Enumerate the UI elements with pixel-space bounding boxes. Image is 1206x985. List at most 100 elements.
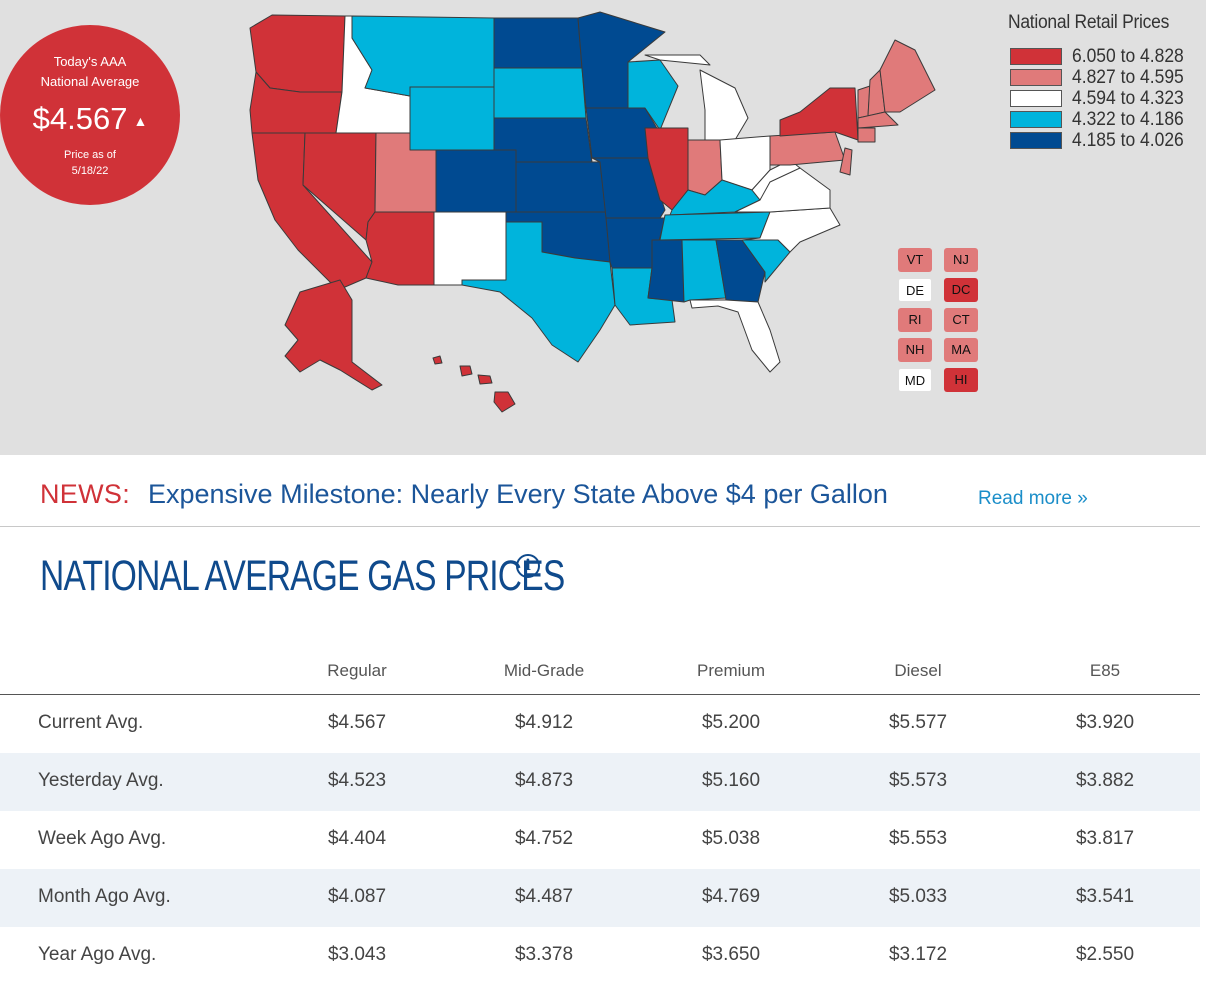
state-nj[interactable] (839, 147, 853, 176)
small-state-box[interactable]: RI (898, 308, 932, 332)
row-label: Year Ago Avg. (38, 944, 157, 965)
legend-row: 6.050 to 4.828 (1010, 46, 1200, 67)
state-wa[interactable] (249, 14, 346, 93)
news-headline-link[interactable]: Expensive Milestone: Nearly Every State … (148, 479, 888, 509)
table-cell: $5.573 (888, 770, 948, 791)
legend-swatch (1010, 48, 1062, 65)
table-row: Year Ago Avg. $3.043 $3.378 $3.650 $3.17… (0, 927, 1200, 985)
table-header: Regular Mid-Grade Premium Diesel E85 (0, 648, 1200, 695)
table-cell: $3.541 (1075, 886, 1135, 907)
state-fl[interactable] (689, 299, 781, 373)
state-wv[interactable] (751, 159, 801, 201)
small-state-box[interactable]: MA (944, 338, 978, 362)
table-cell: $3.043 (327, 944, 387, 965)
legend-label: 4.594 to 4.323 (1072, 88, 1184, 109)
table-cell: $5.553 (888, 828, 948, 849)
price-date-note: Price as of 5/18/22 (0, 147, 180, 179)
legend-label: 4.827 to 4.595 (1072, 67, 1184, 88)
state-ms[interactable] (647, 239, 685, 303)
state-ct[interactable] (857, 127, 876, 143)
state-ma[interactable] (857, 111, 899, 129)
state-ks[interactable] (515, 161, 607, 213)
legend-title: National Retail Prices (1008, 12, 1170, 33)
up-triangle-icon: ▲ (133, 112, 148, 129)
legend-swatch (1010, 132, 1062, 149)
table-cell: $5.577 (888, 712, 948, 733)
column-header: Regular (327, 661, 387, 680)
small-state-box[interactable]: NH (898, 338, 932, 362)
state-mt[interactable] (351, 15, 495, 97)
small-state-box[interactable]: HI (944, 368, 978, 392)
row-label: Week Ago Avg. (38, 828, 167, 849)
legend-swatch (1010, 111, 1062, 128)
page-title: NATIONAL AVERAGE GAS PRICES (40, 552, 565, 600)
table-cell: $4.087 (327, 886, 387, 907)
small-state-box[interactable]: MD (898, 368, 932, 392)
legend-label: 4.322 to 4.186 (1072, 109, 1184, 130)
legend-row: 4.185 to 4.026 (1010, 130, 1200, 151)
row-label: Month Ago Avg. (38, 886, 171, 907)
column-header: Mid-Grade (503, 661, 585, 680)
legend-row: 4.594 to 4.323 (1010, 88, 1200, 109)
legend-swatch (1010, 69, 1062, 86)
badge-price-value: $4.567 (32, 101, 128, 136)
state-ak[interactable] (284, 279, 383, 391)
small-state-box[interactable]: CT (944, 308, 978, 332)
price-map-section: Today's AAA National Average $4.567 ▲ Pri… (0, 0, 1206, 455)
state-sd[interactable] (493, 67, 587, 119)
state-tn[interactable] (659, 211, 771, 241)
price-legend: National Retail Prices 6.050 to 4.828 4.… (1008, 12, 1198, 151)
state-az[interactable] (365, 211, 435, 286)
column-header: Premium (696, 661, 765, 680)
column-header: E85 (1089, 661, 1121, 680)
small-state-box[interactable]: DE (898, 278, 932, 302)
gas-prices-table: Regular Mid-Grade Premium Diesel E85 Cur… (0, 648, 1200, 985)
badge-note-line1: Price as of (64, 149, 116, 161)
table-cell: $4.567 (327, 712, 387, 733)
small-state-box[interactable]: NJ (944, 248, 978, 272)
section-heading: NATIONAL AVERAGE GAS PRICES i (40, 552, 712, 608)
state-nd[interactable] (493, 17, 583, 69)
read-more-link[interactable]: Read more » (978, 488, 1088, 509)
state-co[interactable] (435, 149, 517, 213)
table-cell: $5.200 (701, 712, 761, 733)
table-cell: $4.487 (514, 886, 574, 907)
table-cell: $4.523 (327, 770, 387, 791)
small-state-box[interactable]: VT (898, 248, 932, 272)
badge-title-line1: Today's AAA (53, 54, 127, 69)
small-state-box[interactable]: DC (944, 278, 978, 302)
table-cell: $3.378 (514, 944, 574, 965)
legend-row: 4.322 to 4.186 (1010, 109, 1200, 130)
table-cell: $5.038 (701, 828, 761, 849)
state-me[interactable] (879, 39, 936, 113)
table-cell: $3.650 (701, 944, 761, 965)
table-row: Month Ago Avg. $4.087 $4.487 $4.769 $5.0… (0, 869, 1200, 927)
table-cell: $3.920 (1075, 712, 1135, 733)
table-cell: $4.752 (514, 828, 574, 849)
table-row: Week Ago Avg. $4.404 $4.752 $5.038 $5.55… (0, 811, 1200, 869)
table-cell: $4.404 (327, 828, 387, 849)
table-cell: $4.912 (514, 712, 574, 733)
table-cell: $2.550 (1075, 944, 1135, 965)
table-cell: $5.160 (701, 770, 761, 791)
state-ny[interactable] (779, 87, 859, 141)
legend-row: 4.827 to 4.595 (1010, 67, 1200, 88)
legend-swatch (1010, 90, 1062, 107)
state-tx[interactable] (461, 221, 616, 363)
national-average-price: $4.567 ▲ (0, 99, 180, 141)
state-pa[interactable] (769, 131, 846, 166)
table-cell: $3.817 (1075, 828, 1135, 849)
national-average-badge: Today's AAA National Average $4.567 ▲ Pri… (0, 25, 180, 205)
news-label: NEWS: (40, 479, 131, 509)
news-banner: NEWS: Expensive Milestone: Nearly Every … (0, 470, 1200, 527)
info-icon[interactable]: i (516, 554, 540, 578)
table-row: Yesterday Avg. $4.523 $4.873 $5.160 $5.5… (0, 753, 1200, 811)
us-states-map (249, 11, 936, 413)
state-hi[interactable] (432, 355, 516, 413)
state-nm[interactable] (433, 211, 507, 286)
table-cell: $3.882 (1075, 770, 1135, 791)
badge-title-line2: National Average (40, 74, 140, 89)
table-cell: $4.873 (514, 770, 574, 791)
state-wy[interactable] (409, 86, 495, 151)
state-al[interactable] (681, 239, 727, 303)
